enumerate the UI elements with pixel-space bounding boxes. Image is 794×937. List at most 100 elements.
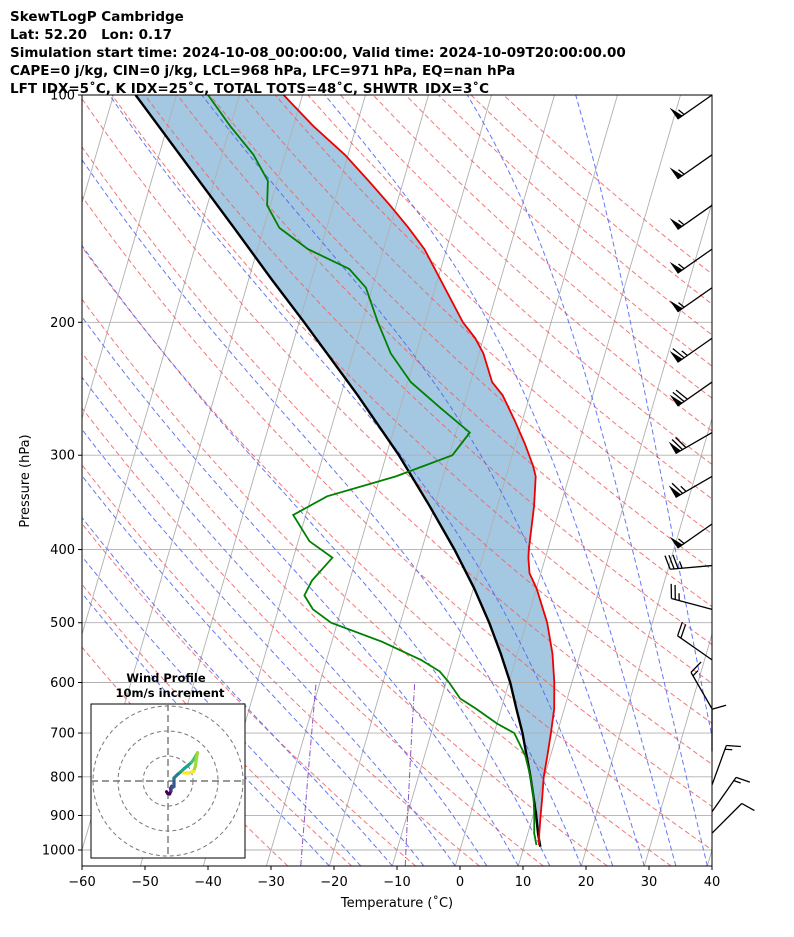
x-tick-label: 10 bbox=[515, 875, 532, 890]
hodograph-inset: Wind Profile 10m/s increment bbox=[90, 671, 246, 859]
y-tick-label: 900 bbox=[50, 809, 75, 824]
mixing-ratio-line bbox=[404, 682, 416, 866]
cape-cin-fill-layer bbox=[135, 95, 555, 845]
wind-barb-feather bbox=[676, 621, 683, 637]
dry-adiabat bbox=[82, 146, 712, 765]
time-line: Simulation start time: 2024-10-08_00:00:… bbox=[10, 45, 626, 61]
wind-barb bbox=[669, 523, 713, 549]
wind-barb-feather bbox=[671, 482, 684, 494]
isotherm-line bbox=[82, 95, 177, 421]
wind-barb-flag bbox=[669, 300, 683, 312]
moist-adiabat bbox=[82, 376, 488, 866]
wind-barb-feather bbox=[741, 802, 755, 812]
dry-adiabat bbox=[242, 95, 712, 535]
x-tick-label: 40 bbox=[704, 875, 721, 890]
dry-adiabat bbox=[82, 464, 480, 866]
wind-barb bbox=[690, 661, 713, 710]
wind-barb-shaft bbox=[677, 523, 713, 549]
x-tick-label: 0 bbox=[456, 875, 464, 890]
wind-barb bbox=[669, 337, 713, 363]
chart-header: SkewTLogP Cambridge Lat: 52.20 Lon: 0.17… bbox=[10, 8, 626, 98]
x-tick-label: 30 bbox=[641, 875, 658, 890]
wind-barb-feather bbox=[680, 624, 687, 639]
profile-layer bbox=[134, 95, 556, 847]
isotherm-line bbox=[770, 95, 794, 866]
wind-barb-half-feather bbox=[733, 780, 741, 784]
wind-barb-feather bbox=[675, 389, 688, 400]
moist-adiabat bbox=[201, 95, 645, 866]
x-tick-label: −40 bbox=[194, 875, 221, 890]
wind-barb-half-feather bbox=[678, 263, 685, 270]
wind-barb-feather bbox=[735, 776, 751, 783]
wind-barb bbox=[670, 583, 713, 610]
wind-barb-flag bbox=[668, 441, 681, 454]
wind-barb-shaft bbox=[677, 204, 713, 230]
dry-adiabat bbox=[82, 246, 712, 851]
wind-barb-shaft bbox=[675, 475, 713, 498]
moist-adiabat bbox=[82, 428, 456, 866]
wind-barb bbox=[669, 94, 713, 120]
wind-barb-half-feather bbox=[724, 748, 733, 751]
wind-barb bbox=[711, 802, 755, 834]
wind-barb bbox=[711, 744, 741, 786]
wind-barb-shaft bbox=[675, 432, 713, 455]
moist-adiabat bbox=[82, 158, 582, 866]
wind-barb-shaft bbox=[671, 597, 713, 610]
wind-barb-shaft bbox=[711, 803, 743, 834]
x-tick-label: −30 bbox=[257, 875, 284, 890]
wind-barb bbox=[676, 621, 713, 661]
y-tick-label: 500 bbox=[50, 616, 75, 631]
y-tick-label: 600 bbox=[50, 676, 75, 691]
wind-barb-flag bbox=[669, 536, 683, 549]
wind-barb-flag bbox=[669, 167, 683, 179]
wind-barb-feather bbox=[672, 391, 685, 403]
y-tick-label: 1000 bbox=[42, 844, 75, 859]
x-tick-label: −10 bbox=[383, 875, 410, 890]
wind-barb-shaft bbox=[677, 287, 713, 313]
wind-barb-half-feather bbox=[680, 485, 687, 492]
wind-barb-shaft bbox=[677, 337, 713, 363]
wind-barb-flag bbox=[669, 217, 683, 230]
isotherm-line bbox=[454, 95, 681, 866]
wind-barb-shaft bbox=[711, 777, 737, 813]
y-tick-label: 800 bbox=[50, 770, 75, 785]
wind-barb-flag bbox=[669, 261, 683, 274]
wind-barb bbox=[711, 776, 751, 813]
wind-barb bbox=[669, 154, 713, 180]
moist-adiabat bbox=[466, 95, 708, 866]
moist-adiabat bbox=[109, 95, 614, 866]
isotherm-line bbox=[643, 632, 712, 866]
wind-barb-shaft bbox=[677, 94, 713, 120]
wind-barb-shaft bbox=[711, 745, 727, 786]
wind-barb-half-feather bbox=[678, 302, 685, 308]
wind-barb-half-feather bbox=[678, 169, 685, 175]
moist-adiabat bbox=[82, 516, 393, 866]
wind-barb-feather bbox=[671, 439, 684, 451]
wind-barb-shaft bbox=[677, 154, 713, 180]
wind-barb-half-feather bbox=[692, 670, 699, 677]
y-axis-label: Pressure (hPa) bbox=[18, 434, 33, 527]
wind-barb-shaft bbox=[677, 635, 713, 661]
indices-line: LFT IDX=5˚C, K IDX=25˚C, TOTAL TOTS=48˚C… bbox=[10, 81, 490, 97]
mixing-ratio-line bbox=[300, 682, 317, 866]
wind-barb-flag bbox=[669, 394, 683, 407]
wind-barb-feather bbox=[672, 554, 679, 569]
wind-barb bbox=[664, 554, 713, 570]
y-tick-label: 100 bbox=[50, 89, 75, 104]
moist-adiabat bbox=[82, 474, 425, 866]
dry-adiabat bbox=[82, 522, 416, 866]
wind-barb bbox=[711, 704, 727, 752]
isotherm-line bbox=[82, 95, 240, 636]
temperature-profile-line bbox=[282, 95, 556, 846]
wind-barb-half-feather bbox=[678, 538, 685, 544]
x-tick-label: −50 bbox=[131, 875, 158, 890]
wind-barb bbox=[668, 432, 713, 455]
location-line: Lat: 52.20 Lon: 0.17 bbox=[10, 27, 172, 43]
hodograph-subtitle: 10m/s increment bbox=[116, 686, 225, 700]
reference-lines-layer bbox=[82, 95, 712, 866]
isotherm-line bbox=[328, 95, 555, 866]
wind-barb-half-feather bbox=[681, 350, 688, 356]
y-tick-label: 700 bbox=[50, 727, 75, 742]
positive-area-fill bbox=[135, 95, 555, 845]
isotherm-line bbox=[517, 201, 712, 866]
